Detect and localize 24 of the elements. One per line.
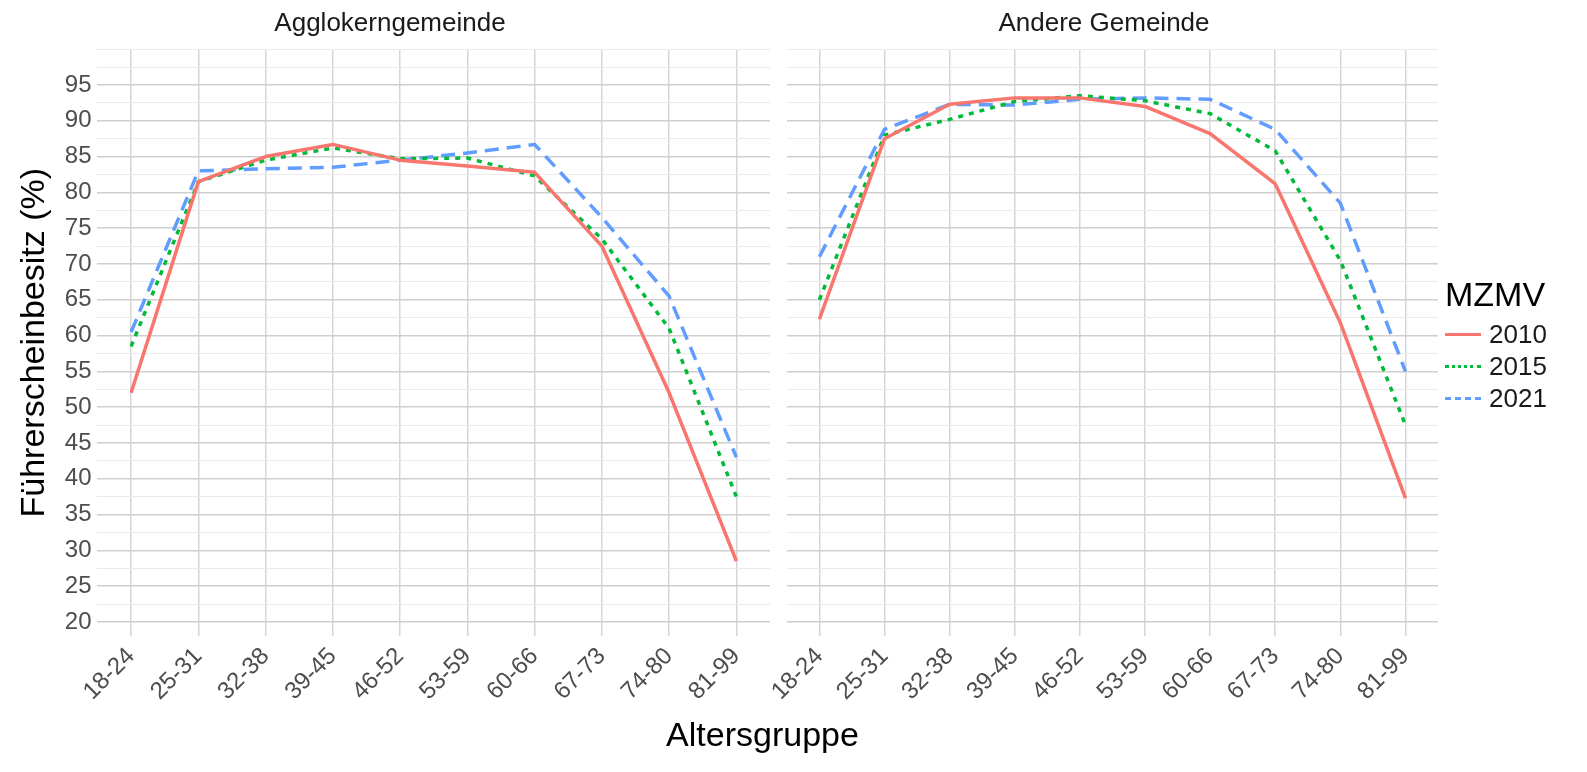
y-tick-label: 65	[64, 284, 92, 312]
chart-title: Andere Gemeinde	[998, 6, 1210, 37]
y-tick-label: 80	[64, 177, 92, 204]
y-tick-label: 60	[64, 320, 92, 348]
legend-title: MZMV	[1445, 275, 1547, 314]
y-tick-label: 45	[64, 427, 92, 455]
legend-label: 2010	[1489, 318, 1547, 350]
y-tick-label: 70	[64, 248, 92, 276]
y-tick-label: 95	[64, 69, 92, 97]
y-tick-label: 30	[64, 534, 92, 562]
legend-label: 2021	[1489, 382, 1547, 414]
chart-title: Agglokerngemeinde	[274, 6, 506, 37]
y-tick-label: 50	[64, 391, 92, 419]
y-tick-label: 90	[64, 105, 92, 133]
y-axis-title: Führerscheinbesitz (%)	[12, 167, 51, 518]
y-tick-label: 85	[64, 141, 92, 169]
y-tick-label: 40	[64, 463, 92, 491]
y-tick-label: 25	[64, 570, 92, 598]
y-tick-label: 55	[64, 355, 92, 383]
x-axis-title: Altersgruppe	[665, 715, 860, 754]
y-tick-label: 35	[64, 499, 92, 527]
y-tick-label: 75	[64, 212, 92, 240]
y-tick-label: 20	[64, 606, 92, 634]
legend-label: 2015	[1489, 350, 1547, 382]
